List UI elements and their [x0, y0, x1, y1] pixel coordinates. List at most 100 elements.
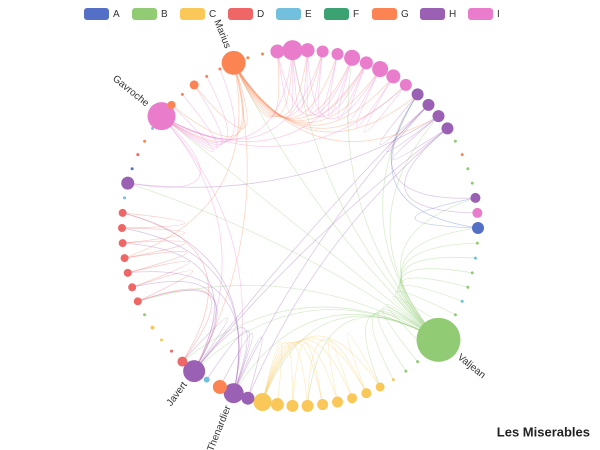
node[interactable] — [399, 78, 412, 91]
node[interactable] — [432, 110, 445, 123]
legend-label[interactable]: D — [257, 9, 264, 20]
legend-label[interactable]: H — [449, 9, 456, 20]
node[interactable] — [203, 376, 210, 383]
node[interactable] — [241, 391, 255, 405]
node[interactable] — [270, 398, 284, 412]
node[interactable] — [123, 196, 127, 200]
node[interactable] — [344, 49, 361, 66]
node[interactable] — [470, 192, 481, 203]
node[interactable] — [143, 313, 147, 317]
node[interactable] — [169, 349, 173, 353]
node[interactable] — [183, 360, 206, 383]
legend-item[interactable]: G — [372, 8, 409, 20]
legend-label[interactable]: F — [353, 9, 359, 20]
node[interactable] — [411, 88, 424, 101]
legend-item[interactable]: E — [276, 8, 312, 20]
node[interactable] — [332, 396, 344, 408]
legend-label[interactable]: E — [305, 9, 312, 20]
node[interactable] — [375, 382, 385, 392]
node[interactable] — [422, 98, 435, 111]
node[interactable] — [416, 360, 420, 364]
legend-swatch[interactable] — [276, 8, 301, 20]
node[interactable] — [473, 256, 477, 260]
node[interactable] — [470, 181, 474, 185]
node[interactable] — [331, 47, 344, 60]
node[interactable] — [372, 61, 389, 78]
node[interactable] — [316, 45, 329, 58]
node[interactable] — [246, 56, 250, 60]
node[interactable] — [205, 74, 209, 78]
legend-item[interactable]: D — [228, 8, 264, 20]
node[interactable] — [472, 207, 483, 218]
node[interactable] — [128, 283, 137, 292]
node[interactable] — [427, 349, 431, 353]
legend-label[interactable]: B — [161, 9, 168, 20]
legend-item[interactable]: H — [420, 8, 456, 20]
node[interactable] — [143, 139, 147, 143]
node[interactable] — [472, 222, 484, 234]
node[interactable] — [416, 317, 461, 362]
node[interactable] — [223, 383, 244, 404]
node[interactable] — [177, 356, 188, 367]
node[interactable] — [317, 399, 329, 411]
legend-item[interactable]: I — [468, 8, 500, 20]
node[interactable] — [286, 399, 299, 412]
node[interactable] — [475, 241, 479, 245]
node[interactable] — [151, 126, 155, 130]
legend-swatch[interactable] — [324, 8, 349, 20]
legend-swatch[interactable] — [372, 8, 397, 20]
node[interactable] — [218, 67, 222, 71]
node[interactable] — [150, 325, 155, 330]
node[interactable] — [347, 393, 358, 404]
node[interactable] — [120, 254, 129, 263]
node[interactable] — [282, 40, 303, 61]
legend-swatch[interactable] — [468, 8, 493, 20]
legend-swatch[interactable] — [180, 8, 205, 20]
node[interactable] — [386, 69, 401, 84]
node[interactable] — [361, 388, 372, 399]
node[interactable] — [441, 122, 454, 135]
node[interactable] — [300, 43, 315, 58]
node[interactable] — [118, 239, 127, 248]
node[interactable] — [167, 100, 176, 109]
node[interactable] — [466, 167, 470, 171]
node[interactable] — [466, 285, 470, 289]
legend-item[interactable]: B — [132, 8, 168, 20]
legend-label[interactable]: A — [113, 9, 120, 20]
node[interactable] — [123, 268, 132, 277]
node[interactable] — [160, 338, 164, 342]
legend-item[interactable]: F — [324, 8, 359, 20]
node[interactable] — [460, 153, 464, 157]
node[interactable] — [130, 167, 134, 171]
node[interactable] — [460, 299, 464, 303]
node[interactable] — [391, 378, 395, 382]
node[interactable] — [359, 56, 373, 70]
node[interactable] — [136, 153, 140, 157]
node[interactable] — [121, 176, 135, 190]
node[interactable] — [189, 80, 199, 90]
legend-label[interactable]: I — [497, 9, 500, 20]
node[interactable] — [147, 102, 176, 131]
node[interactable] — [453, 313, 457, 317]
node[interactable] — [453, 139, 457, 143]
node[interactable] — [133, 297, 142, 306]
legend-swatch[interactable] — [420, 8, 445, 20]
legend-swatch[interactable] — [132, 8, 157, 20]
legend-swatch[interactable] — [228, 8, 253, 20]
node[interactable] — [253, 393, 272, 412]
node[interactable] — [180, 92, 184, 96]
legend-item[interactable]: A — [84, 8, 120, 20]
legend-label[interactable]: C — [209, 9, 216, 20]
node[interactable] — [470, 271, 474, 275]
legend-item[interactable]: C — [180, 8, 216, 20]
node[interactable] — [118, 224, 126, 232]
legend-label[interactable]: G — [401, 9, 409, 20]
node[interactable] — [270, 44, 285, 59]
node[interactable] — [118, 208, 127, 217]
node[interactable] — [260, 52, 264, 56]
legend-swatch[interactable] — [84, 8, 109, 20]
node[interactable] — [221, 50, 246, 75]
node[interactable] — [301, 399, 314, 412]
node[interactable] — [404, 369, 408, 373]
node[interactable] — [212, 379, 227, 394]
